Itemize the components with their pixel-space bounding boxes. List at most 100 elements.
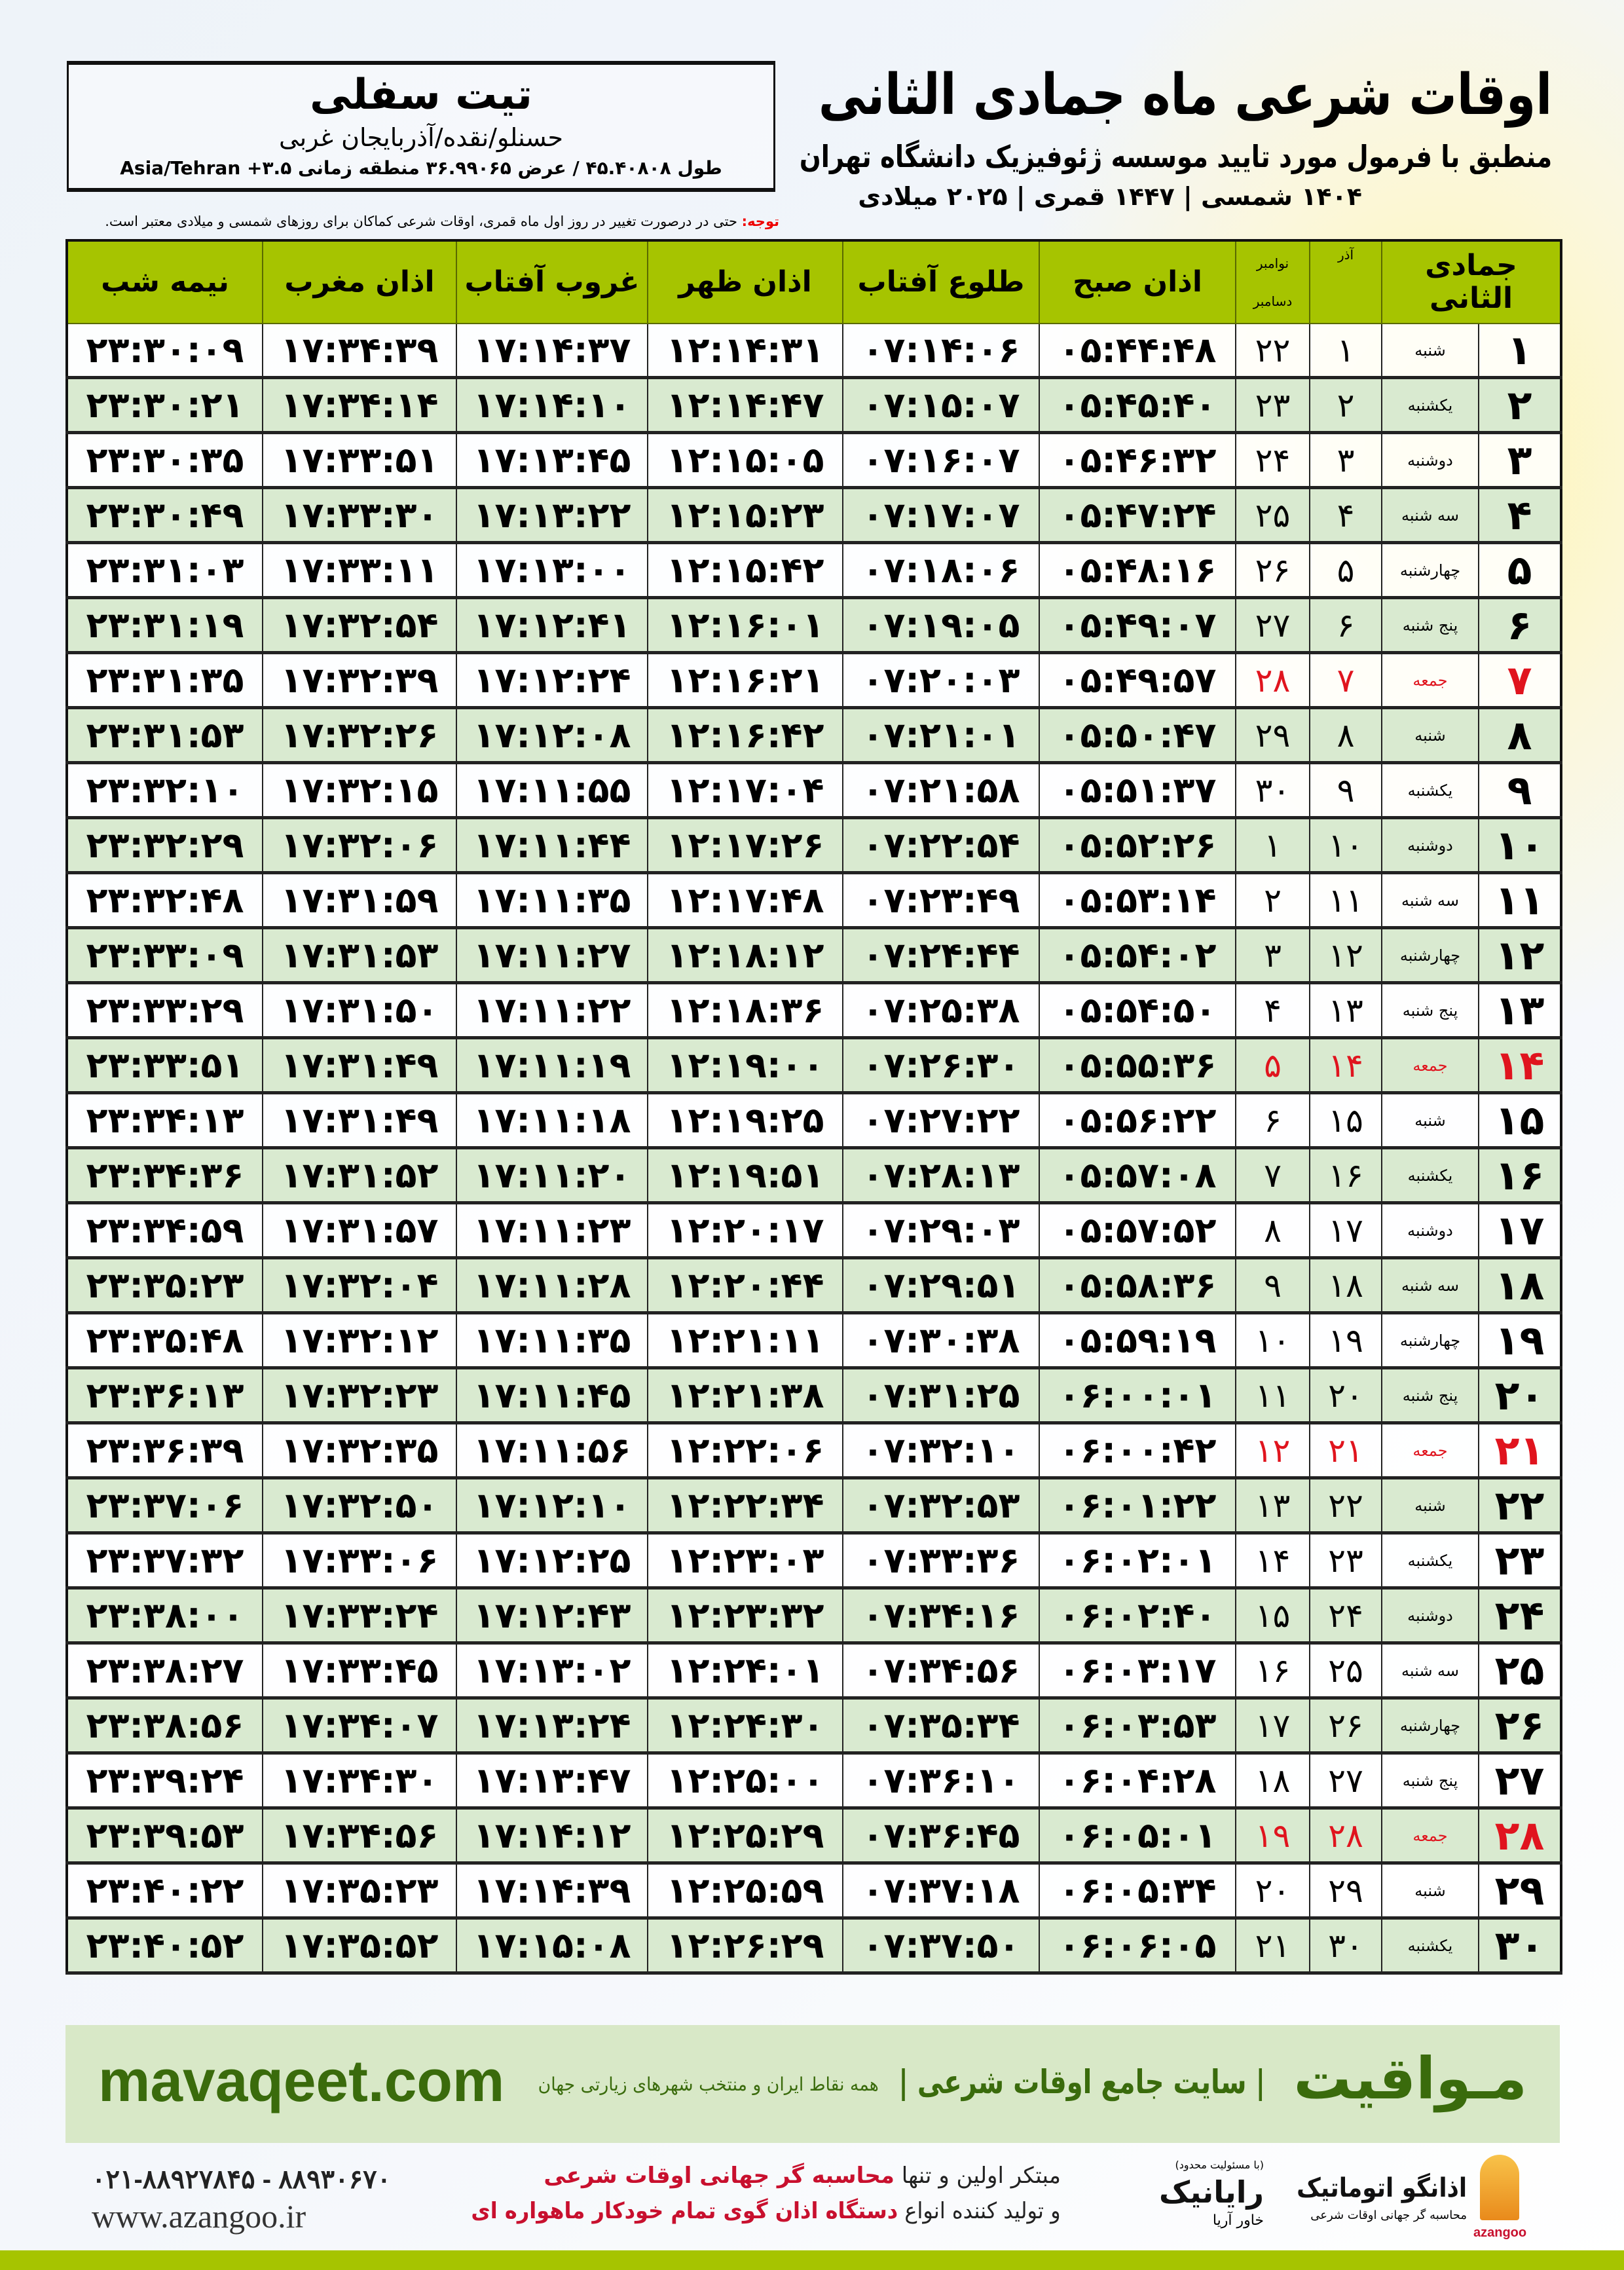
fajr-time: ۰۶:۰۵:۳۴ (1039, 1862, 1236, 1920)
gregorian-day: ۱۲ (1235, 1422, 1310, 1479)
azar-day: ۲۲ (1309, 1477, 1382, 1535)
phone-numbers: ۰۲۱-۸۸۹۲۷۸۴۵ - ۸۸۹۳۰۶۷۰ (92, 2165, 392, 2194)
table-row: ۱۷ دوشنبه ۱۷ ۸ ۰۵:۵۷:۵۲ ۰۷:۲۹:۰۳ ۱۲:۲۰:۱۷ ۱۷:۱۱… (66, 1202, 1562, 1259)
azar-day: ۱۶ (1309, 1147, 1382, 1204)
banner-site-link[interactable]: mavaqeet.com (98, 2049, 505, 2114)
dhuhr-time: ۱۲:۲۶:۲۹ (647, 1917, 843, 1975)
dhuhr-time: ۱۲:۲۲:۳۴ (647, 1477, 843, 1535)
midnight-time: ۲۳:۳۱:۳۵ (66, 652, 263, 709)
day-number: ۱۲ (1478, 927, 1562, 984)
azar-day: ۱۵ (1309, 1092, 1382, 1149)
sunset-time: ۱۷:۱۱:۳۵ (456, 872, 648, 929)
azar-day: ۳۰ (1309, 1917, 1382, 1975)
prayer-times-table: جمادی الثانی آذر نوامبر دسامبر اذان صبح ط… (65, 239, 1563, 1975)
dhuhr-time: ۱۲:۲۳:۳۲ (647, 1587, 843, 1645)
azar-day: ۱ (1309, 323, 1382, 379)
maghrib-time: ۱۷:۳۲:۱۲ (262, 1312, 457, 1369)
weekday: سه شنبه (1380, 872, 1480, 929)
weekday: دوشنبه (1380, 817, 1480, 874)
weekday: سه شنبه (1380, 1257, 1480, 1314)
website-link[interactable]: www.azangoo.ir (92, 2198, 306, 2235)
sunrise-time: ۰۷:۳۴:۵۶ (842, 1642, 1040, 1700)
table-row: ۹ یکشنبه ۹ ۳۰ ۰۵:۵۱:۳۷ ۰۷:۲۱:۵۸ ۱۲:۱۷:۰۴ ۱۷:۱۱:… (66, 762, 1562, 819)
sunset-time: ۱۷:۱۳:۰۰ (456, 542, 648, 599)
gregorian-day: ۶ (1235, 1092, 1310, 1149)
col-november: نوامبر (1256, 255, 1289, 271)
weekday: یکشنبه (1380, 1147, 1480, 1204)
gregorian-day: ۳۰ (1235, 762, 1310, 819)
sunrise-time: ۰۷:۳۷:۱۸ (842, 1862, 1040, 1920)
azar-day: ۲۴ (1309, 1587, 1382, 1645)
table-row: ۲ یکشنبه ۲ ۲۳ ۰۵:۴۵:۴۰ ۰۷:۱۵:۰۷ ۱۲:۱۴:۴۷ ۱۷:۱۴:… (66, 377, 1562, 434)
dome-icon (1480, 2155, 1519, 2220)
sunrise-time: ۰۷:۲۴:۴۴ (842, 927, 1040, 984)
fajr-time: ۰۵:۵۵:۳۶ (1039, 1037, 1236, 1094)
midnight-time: ۲۳:۳۳:۲۹ (66, 982, 263, 1039)
midnight-time: ۲۳:۳۲:۲۹ (66, 817, 263, 874)
fajr-time: ۰۶:۰۲:۴۰ (1039, 1587, 1236, 1645)
day-number: ۲۲ (1478, 1477, 1562, 1535)
sunrise-time: ۰۷:۳۲:۵۳ (842, 1477, 1040, 1535)
fajr-time: ۰۵:۵۱:۳۷ (1039, 762, 1236, 819)
gregorian-day: ۲۷ (1235, 597, 1310, 654)
maghrib-time: ۱۷:۳۲:۲۳ (262, 1367, 457, 1424)
table-row: ۷ جمعه ۷ ۲۸ ۰۵:۴۹:۵۷ ۰۷:۲۰:۰۳ ۱۲:۱۶:۲۱ ۱۷:۱۲:۲۴… (66, 652, 1562, 709)
weekday: پنج شنبه (1380, 982, 1480, 1039)
weekday: پنج شنبه (1380, 1752, 1480, 1810)
gregorian-day: ۹ (1235, 1257, 1310, 1314)
table-row: ۳ دوشنبه ۳ ۲۴ ۰۵:۴۶:۳۲ ۰۷:۱۶:۰۷ ۱۲:۱۵:۰۵ ۱۷:۱۳:… (66, 432, 1562, 489)
table-row: ۲۱ جمعه ۲۱ ۱۲ ۰۶:۰۰:۴۲ ۰۷:۳۲:۱۰ ۱۲:۲۲:۰۶ ۱۷:۱۱:… (66, 1422, 1562, 1479)
weekday: یکشنبه (1380, 1917, 1480, 1975)
col-maghrib: اذان مغرب (262, 240, 457, 324)
region-name: حسنلو/نقده/آذربایجان غربی (278, 123, 564, 152)
dhuhr-time: ۱۲:۱۴:۴۷ (647, 377, 843, 434)
banner-brand: مـواقیت (1293, 2045, 1527, 2112)
sunset-time: ۱۷:۱۳:۲۲ (456, 487, 648, 544)
col-azar: آذر (1309, 240, 1382, 324)
fajr-time: ۰۶:۰۶:۰۵ (1039, 1917, 1236, 1975)
weekday: دوشنبه (1380, 1202, 1480, 1259)
midnight-time: ۲۳:۳۴:۵۹ (66, 1202, 263, 1259)
azar-day: ۱۰ (1309, 817, 1382, 874)
dhuhr-time: ۱۲:۲۳:۰۳ (647, 1532, 843, 1590)
midnight-time: ۲۳:۳۲:۱۰ (66, 762, 263, 819)
sunrise-time: ۰۷:۳۶:۴۵ (842, 1807, 1040, 1865)
table-row: ۱۳ پنج شنبه ۱۳ ۴ ۰۵:۵۴:۵۰ ۰۷:۲۵:۳۸ ۱۲:۱۸:۳۶ ۱۷:… (66, 982, 1562, 1039)
promo-line1: مبتکر اولین و تنها محاسبه گر جهانی اوقات… (544, 2163, 1061, 2189)
maghrib-time: ۱۷:۳۱:۵۳ (262, 927, 457, 984)
azar-day: ۷ (1309, 652, 1382, 709)
dhuhr-time: ۱۲:۱۵:۰۵ (647, 432, 843, 489)
azar-day: ۹ (1309, 762, 1382, 819)
sunrise-time: ۰۷:۱۷:۰۷ (842, 487, 1040, 544)
dhuhr-time: ۱۲:۱۷:۰۴ (647, 762, 843, 819)
fajr-time: ۰۵:۵۰:۴۷ (1039, 707, 1236, 764)
gregorian-day: ۲۴ (1235, 432, 1310, 489)
sunrise-time: ۰۷:۳۳:۳۶ (842, 1532, 1040, 1590)
promo-line1b: محاسبه گر جهانی اوقات شرعی (544, 2163, 895, 2189)
page-title: اوقات شرعی ماه جمادی الثانی (818, 62, 1552, 128)
fajr-time: ۰۶:۰۲:۰۱ (1039, 1532, 1236, 1590)
day-number: ۲۰ (1478, 1367, 1562, 1424)
fajr-time: ۰۵:۴۴:۴۸ (1039, 323, 1236, 379)
dhuhr-time: ۱۲:۲۰:۱۷ (647, 1202, 843, 1259)
sunset-time: ۱۷:۱۱:۲۰ (456, 1147, 648, 1204)
maghrib-time: ۱۷:۳۳:۴۵ (262, 1642, 457, 1700)
notice: توجه: حتی در درصورت تغییر در روز اول ماه… (105, 214, 779, 229)
midnight-time: ۲۳:۳۳:۵۱ (66, 1037, 263, 1094)
gregorian-day: ۷ (1235, 1147, 1310, 1204)
fajr-time: ۰۶:۰۱:۲۲ (1039, 1477, 1236, 1535)
maghrib-time: ۱۷:۳۳:۵۱ (262, 432, 457, 489)
midnight-time: ۲۳:۳۱:۵۳ (66, 707, 263, 764)
day-number: ۱۳ (1478, 982, 1562, 1039)
maghrib-time: ۱۷:۳۳:۲۴ (262, 1587, 457, 1645)
dhuhr-time: ۱۲:۱۶:۴۲ (647, 707, 843, 764)
weekday: یکشنبه (1380, 1532, 1480, 1590)
sunset-time: ۱۷:۱۳:۰۲ (456, 1642, 648, 1700)
weekday: سه شنبه (1380, 487, 1480, 544)
day-number: ۱۴ (1478, 1037, 1562, 1094)
dhuhr-time: ۱۲:۱۸:۱۲ (647, 927, 843, 984)
sunset-time: ۱۷:۱۴:۱۲ (456, 1807, 648, 1865)
day-number: ۷ (1478, 652, 1562, 709)
col-sunrise: طلوع آفتاب (842, 240, 1040, 324)
weekday: شنبه (1380, 707, 1480, 764)
